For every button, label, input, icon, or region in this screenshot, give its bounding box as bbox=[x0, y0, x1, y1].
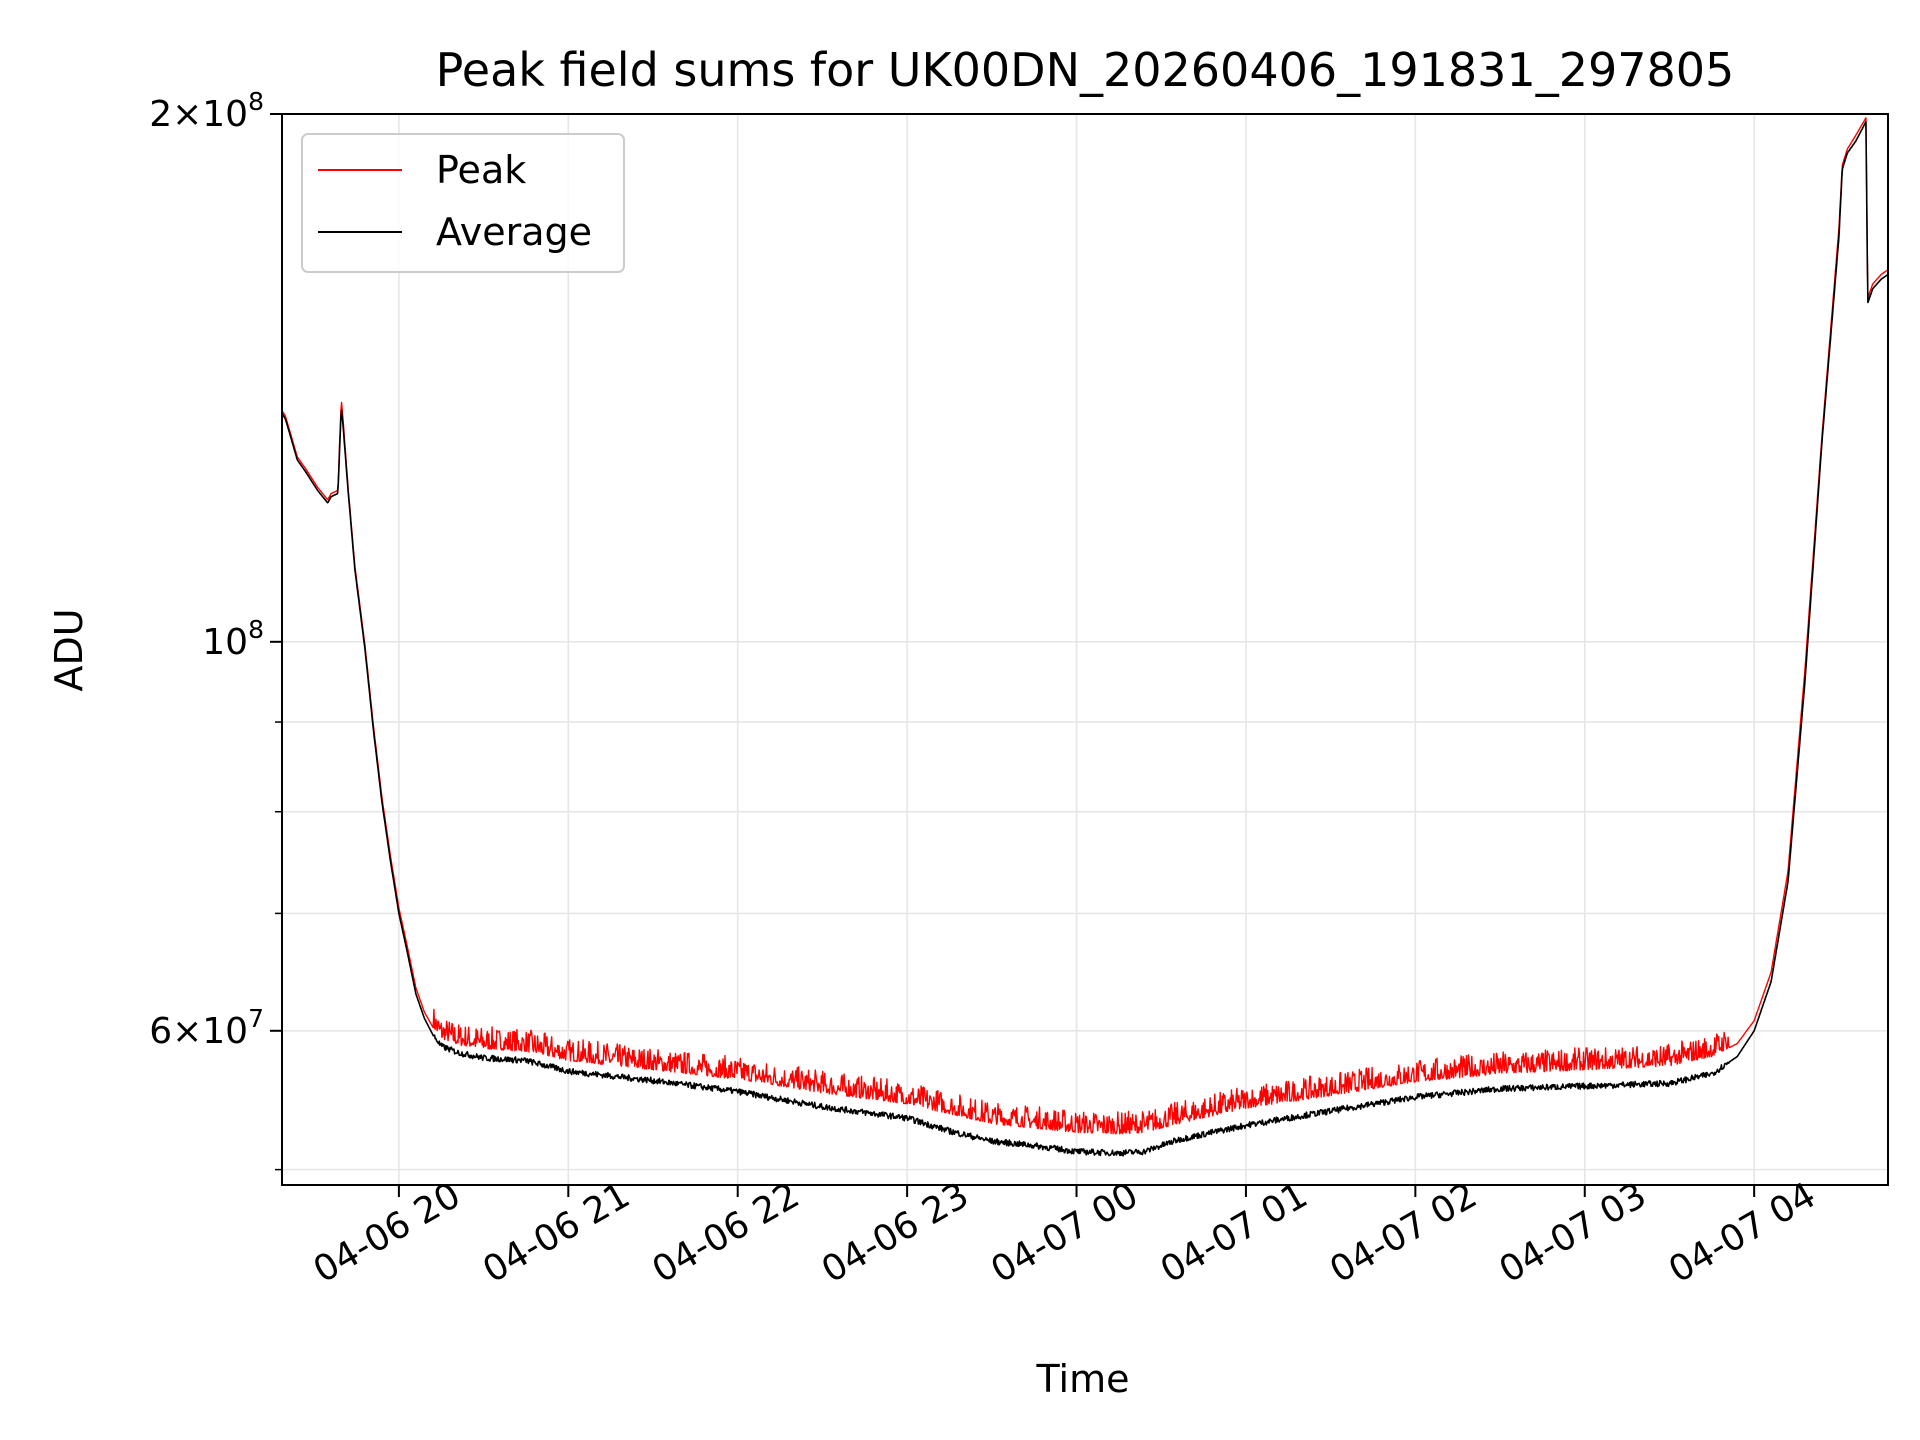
y-axis-label: ADU bbox=[47, 608, 91, 691]
y-axis: 6×107 108 2×108 bbox=[149, 87, 282, 1171]
x-axis-label: Time bbox=[1036, 1357, 1130, 1401]
grid-lines bbox=[282, 114, 1888, 1185]
series-line-average bbox=[281, 121, 1889, 1157]
legend-label-average: Average bbox=[436, 210, 592, 254]
y-tick-label: 2×108 bbox=[149, 87, 264, 135]
plot-area bbox=[282, 114, 1888, 1185]
legend: Peak Average bbox=[301, 133, 625, 273]
axes-frame bbox=[281, 113, 1889, 1186]
series-layer bbox=[281, 117, 1889, 1157]
y-tick-label: 108 bbox=[202, 615, 264, 663]
legend-label-peak: Peak bbox=[436, 148, 526, 192]
legend-box bbox=[301, 133, 625, 273]
series-line-peak bbox=[281, 117, 1889, 1135]
chart-title: Peak field sums for UK00DN_20260406_1918… bbox=[436, 43, 1735, 97]
y-tick-label: 6×107 bbox=[149, 1004, 264, 1052]
